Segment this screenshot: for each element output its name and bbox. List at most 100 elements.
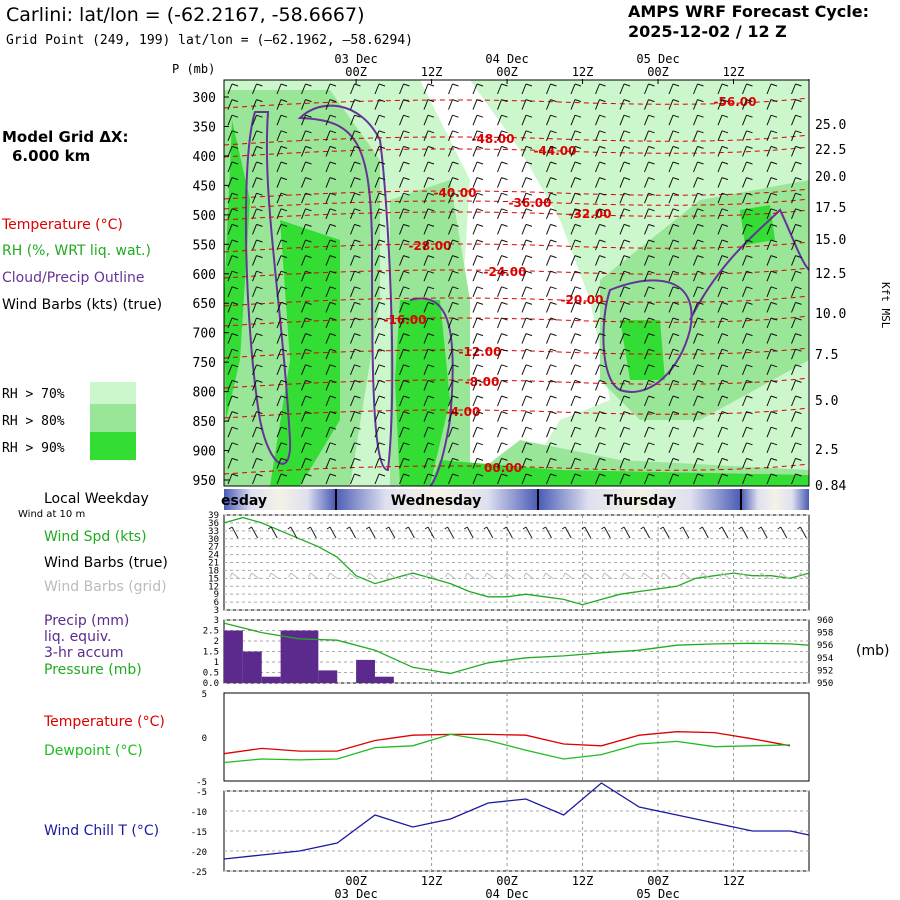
barb-shaft [325, 99, 331, 110]
wind-barb [276, 270, 288, 282]
barb-shaft [423, 302, 429, 313]
barb-shaft [546, 333, 551, 344]
barb-shaft [546, 271, 551, 282]
barb-flag [770, 379, 778, 383]
wind-barb [717, 161, 729, 173]
barb-flag [525, 177, 533, 181]
wind-barb [423, 208, 435, 219]
barb-flag [329, 333, 337, 337]
wind-barb [717, 208, 729, 219]
wind-barb [448, 130, 459, 141]
wind-barb [252, 301, 263, 313]
barb-flag [427, 239, 435, 243]
wind-barb [423, 426, 435, 438]
barb-flag [501, 130, 508, 134]
barb-shaft [252, 115, 257, 126]
wind-barb [497, 395, 508, 407]
wind-barb [301, 395, 312, 407]
wind-barb [595, 255, 606, 266]
barb-shaft [668, 224, 674, 235]
barb-shaft [276, 224, 282, 235]
barb-flag [648, 442, 655, 446]
barb-flag [697, 395, 704, 399]
barb-flag [648, 364, 655, 368]
wind-barb [448, 379, 459, 391]
barb-flag [697, 457, 704, 461]
barb-flag [329, 161, 337, 165]
barb-shaft [399, 161, 404, 173]
wind-barb [374, 114, 386, 126]
wind-barbs-grid-label: Wind Barbs (grid) [44, 579, 167, 595]
barb-flag [550, 457, 557, 461]
height-tick-label: 2.5 [815, 443, 838, 458]
barb-shaft [374, 255, 380, 266]
barb-shaft [570, 473, 576, 485]
barb-flag [574, 177, 582, 181]
barb-shaft [546, 115, 551, 126]
wind-tick-label: 9 [214, 590, 219, 600]
wind-barb [791, 442, 802, 453]
barb-flag [746, 442, 753, 446]
barb-flag [501, 208, 508, 212]
barb-shaft [448, 193, 453, 204]
barb-flag [623, 333, 631, 337]
barb-flag [672, 145, 680, 149]
barb-shaft [301, 255, 306, 266]
wind-barb [619, 177, 631, 188]
barb-flag [770, 161, 778, 165]
forecast-cycle-label: AMPS WRF Forecast Cycle: [628, 2, 870, 21]
wind-barb [644, 426, 655, 438]
barb-shaft [766, 177, 772, 188]
wind-barb-true [228, 526, 239, 539]
barb-shaft [791, 395, 796, 407]
wind-barb [693, 379, 704, 391]
barb-flag [746, 130, 753, 134]
barb-flag [697, 145, 704, 149]
barb-shaft [472, 349, 478, 360]
wind-barb [276, 161, 288, 173]
barb-shaft [693, 380, 698, 391]
wind-barb [742, 286, 753, 297]
barb-shaft [766, 427, 772, 438]
wind-barb [374, 348, 386, 360]
barb-flag [476, 145, 484, 149]
wind-barb [325, 239, 337, 251]
barb-flag [280, 99, 288, 103]
barb-flag [452, 83, 459, 87]
barb-flag [721, 255, 729, 259]
barb-shaft [252, 458, 257, 469]
barb-flag [746, 145, 753, 149]
barb-flag [354, 192, 361, 196]
barb-flag [648, 177, 655, 181]
wind-barb [546, 192, 557, 204]
wind-barb-true [287, 526, 298, 539]
barb-flag [770, 83, 778, 87]
barb-flag [501, 379, 508, 383]
wind-barb [472, 348, 484, 360]
barb-shaft [570, 208, 576, 219]
barb-flag [427, 208, 435, 212]
barb-flag [378, 379, 386, 383]
barb-flag [452, 270, 459, 274]
barb-flag [550, 286, 557, 290]
barb-flag [672, 379, 680, 383]
barb-flag [501, 348, 508, 352]
wind-barb [227, 223, 239, 235]
barb-flag [354, 426, 361, 430]
barb-shaft [252, 271, 257, 282]
barb-shaft [325, 271, 331, 282]
windchill-panel-frame [223, 790, 810, 872]
barb-shaft [276, 442, 282, 453]
barb-shaft [791, 458, 796, 469]
barb-shaft [276, 411, 282, 422]
barb-shaft [399, 380, 404, 391]
barb-flag [501, 301, 508, 305]
barb-shaft [227, 177, 233, 188]
barb-flag [648, 99, 655, 103]
barb-shaft [374, 83, 380, 95]
barb-shaft [717, 161, 723, 173]
barb-shaft [423, 317, 429, 329]
wind-barb [595, 239, 606, 251]
barb-flag [550, 333, 557, 337]
barb-flag [574, 208, 582, 212]
